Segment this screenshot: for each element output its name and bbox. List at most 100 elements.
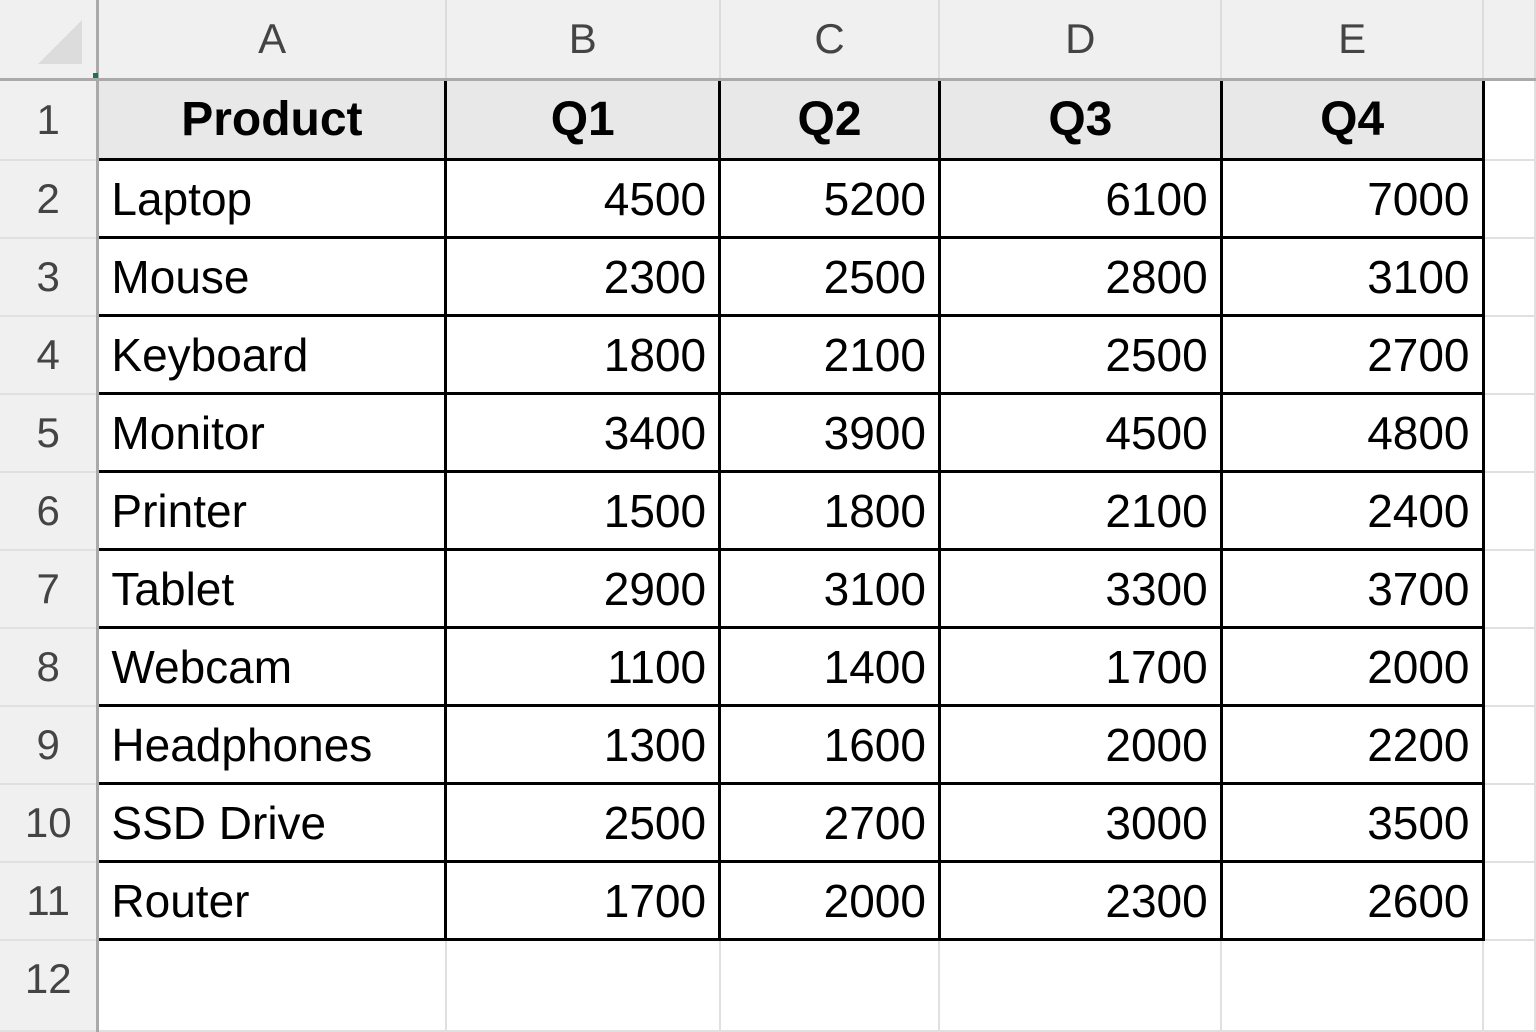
cell-a8[interactable]: Webcam (96, 626, 448, 707)
table-row: 11 Router 1700 2000 2300 2600 (0, 860, 1536, 941)
cell-c6[interactable]: 1800 (718, 470, 941, 551)
cell-e9[interactable]: 2200 (1219, 704, 1485, 785)
cell-c9[interactable]: 1600 (718, 704, 941, 785)
column-header-f[interactable] (1483, 0, 1536, 81)
cell-f11[interactable] (1483, 861, 1536, 941)
cell-f4[interactable] (1483, 315, 1536, 395)
table-row: 2 Laptop 4500 5200 6100 7000 (0, 158, 1536, 239)
cell-e11[interactable]: 2600 (1219, 860, 1485, 941)
cell-f5[interactable] (1483, 393, 1536, 473)
table-row: 5 Monitor 3400 3900 4500 4800 (0, 392, 1536, 473)
column-header-e[interactable]: E (1221, 0, 1485, 81)
cell-c4[interactable]: 2100 (718, 314, 941, 395)
cell-d1[interactable]: Q3 (937, 78, 1223, 161)
cell-c5[interactable]: 3900 (718, 392, 941, 473)
cell-f10[interactable] (1483, 783, 1536, 863)
row-header[interactable]: 6 (0, 471, 100, 551)
row-header[interactable]: 1 (0, 79, 100, 161)
empty-cell[interactable] (1221, 939, 1485, 1032)
cell-a3[interactable]: Mouse (96, 236, 448, 317)
cell-c3[interactable]: 2500 (718, 236, 941, 317)
cell-d7[interactable]: 3300 (937, 548, 1223, 629)
cell-a6[interactable]: Printer (96, 470, 448, 551)
cell-b10[interactable]: 2500 (444, 782, 722, 863)
cell-c1[interactable]: Q2 (718, 78, 941, 161)
row-header[interactable]: 2 (0, 159, 100, 239)
table-row: 6 Printer 1500 1800 2100 2400 (0, 470, 1536, 551)
table-row: 9 Headphones 1300 1600 2000 2200 (0, 704, 1536, 785)
cell-e2[interactable]: 7000 (1219, 158, 1485, 239)
cell-b5[interactable]: 3400 (444, 392, 722, 473)
row-header[interactable]: 5 (0, 393, 100, 473)
cell-e6[interactable]: 2400 (1219, 470, 1485, 551)
cell-c11[interactable]: 2000 (718, 860, 941, 941)
cell-e3[interactable]: 3100 (1219, 236, 1485, 317)
cell-c2[interactable]: 5200 (718, 158, 941, 239)
row-header[interactable]: 7 (0, 549, 100, 629)
cell-e10[interactable]: 3500 (1219, 782, 1485, 863)
cell-e5[interactable]: 4800 (1219, 392, 1485, 473)
cell-b9[interactable]: 1300 (444, 704, 722, 785)
select-all-triangle-icon (38, 20, 83, 64)
cell-d8[interactable]: 1700 (937, 626, 1223, 707)
cell-a2[interactable]: Laptop (96, 158, 448, 239)
cell-f7[interactable] (1483, 549, 1536, 629)
cell-a7[interactable]: Tablet (96, 548, 448, 629)
cell-b1[interactable]: Q1 (444, 78, 722, 161)
cell-f8[interactable] (1483, 627, 1536, 707)
cell-a4[interactable]: Keyboard (96, 314, 448, 395)
cell-b2[interactable]: 4500 (444, 158, 722, 239)
cell-d2[interactable]: 6100 (937, 158, 1223, 239)
table-row: 8 Webcam 1100 1400 1700 2000 (0, 626, 1536, 707)
column-header-b[interactable]: B (445, 0, 721, 81)
cell-a5[interactable]: Monitor (96, 392, 448, 473)
empty-cell[interactable] (939, 939, 1223, 1032)
cell-d6[interactable]: 2100 (937, 470, 1223, 551)
cell-b8[interactable]: 1100 (444, 626, 722, 707)
empty-cell[interactable] (719, 939, 941, 1032)
cell-b6[interactable]: 1500 (444, 470, 722, 551)
row-header[interactable]: 4 (0, 315, 100, 395)
row-header[interactable]: 12 (0, 939, 100, 1032)
column-header-c[interactable]: C (719, 0, 941, 81)
cell-a1[interactable]: Product (96, 78, 448, 161)
cell-b4[interactable]: 1800 (444, 314, 722, 395)
cell-e1[interactable]: Q4 (1219, 78, 1485, 161)
cell-e4[interactable]: 2700 (1219, 314, 1485, 395)
table-row: 3 Mouse 2300 2500 2800 3100 (0, 236, 1536, 317)
empty-cell[interactable] (97, 939, 447, 1032)
empty-cell[interactable] (1483, 939, 1536, 1032)
cell-a11[interactable]: Router (96, 860, 448, 941)
cell-d3[interactable]: 2800 (937, 236, 1223, 317)
cell-f2[interactable] (1483, 159, 1536, 239)
row-header[interactable]: 10 (0, 783, 100, 863)
cell-b11[interactable]: 1700 (444, 860, 722, 941)
fill-handle (93, 73, 98, 78)
row-header[interactable]: 11 (0, 861, 100, 941)
cell-c8[interactable]: 1400 (718, 626, 941, 707)
cell-c7[interactable]: 3100 (718, 548, 941, 629)
cell-a9[interactable]: Headphones (96, 704, 448, 785)
row-header[interactable]: 3 (0, 237, 100, 317)
select-all-button[interactable] (0, 0, 100, 81)
row-header[interactable]: 8 (0, 627, 100, 707)
cell-b7[interactable]: 2900 (444, 548, 722, 629)
cell-f9[interactable] (1483, 705, 1536, 785)
cell-c10[interactable]: 2700 (718, 782, 941, 863)
cell-d10[interactable]: 3000 (937, 782, 1223, 863)
cell-b3[interactable]: 2300 (444, 236, 722, 317)
column-header-d[interactable]: D (939, 0, 1223, 81)
cell-f6[interactable] (1483, 471, 1536, 551)
row-header[interactable]: 9 (0, 705, 100, 785)
cell-d4[interactable]: 2500 (937, 314, 1223, 395)
cell-f1[interactable] (1483, 79, 1536, 161)
empty-cell[interactable] (445, 939, 721, 1032)
cell-e8[interactable]: 2000 (1219, 626, 1485, 707)
cell-d9[interactable]: 2000 (937, 704, 1223, 785)
cell-e7[interactable]: 3700 (1219, 548, 1485, 629)
column-header-a[interactable]: A (97, 0, 447, 81)
cell-f3[interactable] (1483, 237, 1536, 317)
cell-d11[interactable]: 2300 (937, 860, 1223, 941)
cell-d5[interactable]: 4500 (937, 392, 1223, 473)
cell-a10[interactable]: SSD Drive (96, 782, 448, 863)
